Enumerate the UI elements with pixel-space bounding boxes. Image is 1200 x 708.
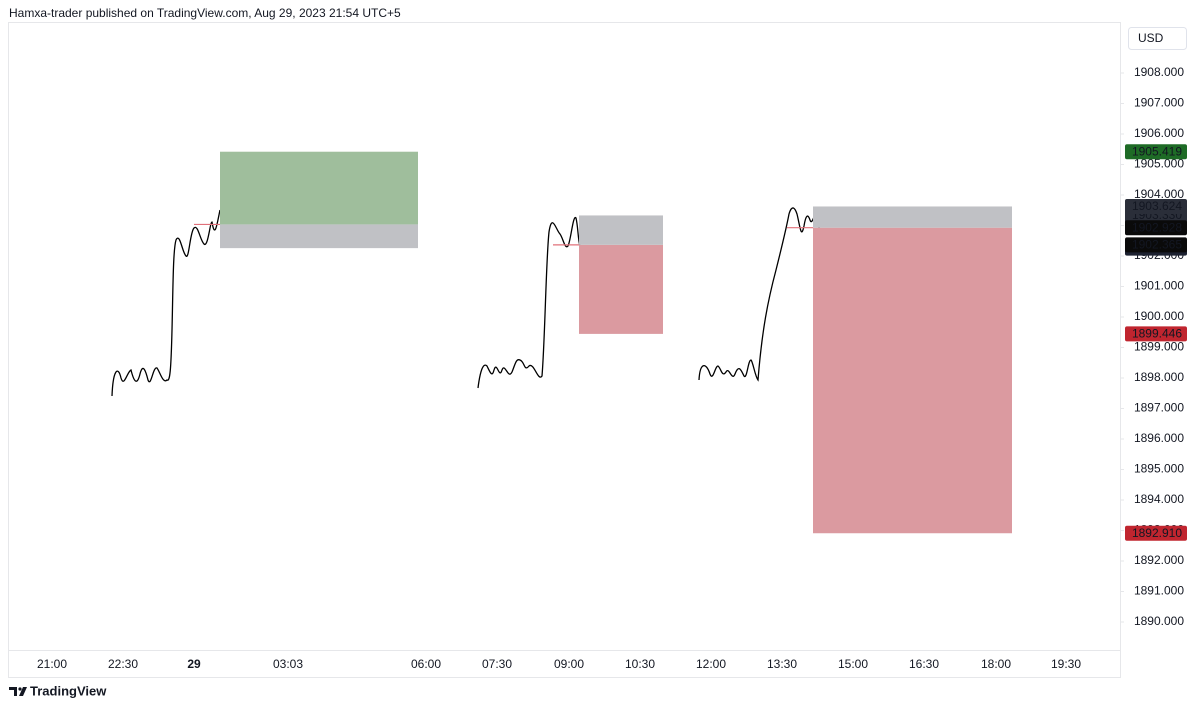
x-tick-label: 21:00	[37, 657, 67, 671]
x-tick-label: 15:00	[838, 657, 868, 671]
logo-icon	[9, 687, 27, 696]
y-tick-label: 1901.000	[1134, 279, 1184, 293]
price-tag	[1125, 198, 1187, 214]
price-tag-label: 1905.419	[1132, 144, 1182, 158]
y-tick-label: 1907.000	[1134, 96, 1184, 110]
x-tick-label: 13:30	[767, 657, 797, 671]
brand: TradingView	[30, 683, 107, 698]
x-tick-label: 12:00	[696, 657, 726, 671]
brush-drawing	[698, 207, 821, 382]
y-tick-label: 1894.000	[1134, 492, 1184, 506]
x-tick-label: 06:00	[411, 657, 441, 671]
currency-box[interactable]	[1128, 27, 1187, 50]
brand-logo	[9, 687, 27, 696]
x-tick-label: 09:00	[554, 657, 584, 671]
target-zone	[579, 244, 663, 334]
x-tick-label: 03:03	[273, 657, 303, 671]
y-tick-label: 1905.000	[1134, 157, 1184, 171]
brush-drawing	[477, 217, 581, 389]
logo-dot	[18, 687, 22, 691]
target-zone	[220, 151, 418, 225]
price-tag	[1125, 220, 1187, 236]
x-tick-label: 07:30	[482, 657, 512, 671]
stop-zone	[220, 224, 418, 249]
x-tick-label: 29	[187, 657, 201, 671]
stop-zone	[579, 215, 663, 245]
price-tags: 1905.4191903.0351902.2581899.4461902.365…	[1125, 144, 1187, 541]
currency: USD	[1138, 31, 1164, 45]
chart-title: Hamxa-trader published on TradingView.co…	[9, 6, 401, 20]
y-tick-label: 1898.000	[1134, 370, 1184, 384]
x-tick-label: 22:30	[108, 657, 138, 671]
stop-zone	[813, 206, 1012, 228]
x-tick-label: 10:30	[625, 657, 655, 671]
price-tag	[1125, 237, 1187, 253]
price-tag-label: 1892.910	[1132, 526, 1182, 540]
price-tag-label: 1899.446	[1132, 327, 1182, 341]
price-tag	[1125, 525, 1187, 541]
y-tick-label: 1892.000	[1134, 553, 1184, 567]
price-tag-label: 1903.624	[1132, 199, 1182, 213]
y-tick-label: 1895.000	[1134, 462, 1184, 476]
y-tick-label: 1897.000	[1134, 401, 1184, 415]
price-tag-label: 1902.365	[1132, 238, 1182, 252]
x-tick-label: 16:30	[909, 657, 939, 671]
brush-drawing	[111, 209, 221, 397]
y-tick-label: 1896.000	[1134, 431, 1184, 445]
x-tick-label: 19:30	[1051, 657, 1081, 671]
price-tag-label: 1902.928	[1132, 220, 1182, 234]
y-tick-label: 1900.000	[1134, 309, 1184, 323]
y-tick-label: 1908.000	[1134, 65, 1184, 79]
y-tick-label: 1906.000	[1134, 126, 1184, 140]
target-zone	[813, 227, 1012, 534]
y-tick-label: 1899.000	[1134, 340, 1184, 354]
price-tag	[1125, 326, 1187, 342]
price-tag	[1125, 144, 1187, 160]
x-tick-label: 18:00	[981, 657, 1011, 671]
y-tick-label: 1890.000	[1134, 614, 1184, 628]
y-tick-label: 1891.000	[1134, 584, 1184, 598]
drawings	[111, 207, 821, 397]
y-tick-label: 1904.000	[1134, 187, 1184, 201]
